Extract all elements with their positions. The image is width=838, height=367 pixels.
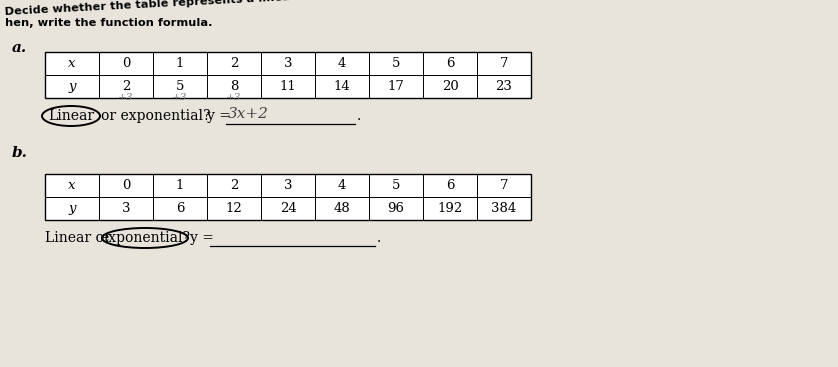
Text: 2: 2: [230, 179, 238, 192]
Text: 24: 24: [280, 202, 297, 215]
Text: 8: 8: [230, 80, 238, 93]
Text: y =: y =: [190, 231, 214, 245]
Text: 1: 1: [176, 57, 184, 70]
Text: .: .: [377, 231, 381, 245]
Text: .: .: [357, 109, 361, 123]
Text: y: y: [68, 202, 75, 215]
Text: 192: 192: [437, 202, 463, 215]
Text: 0: 0: [122, 179, 130, 192]
Text: 4: 4: [338, 179, 346, 192]
Text: y =: y =: [207, 109, 231, 123]
Text: a.: a.: [12, 41, 27, 55]
Text: 4: 4: [338, 57, 346, 70]
Text: 3x+2: 3x+2: [228, 107, 269, 121]
Text: Linear or: Linear or: [45, 231, 111, 245]
Text: 6: 6: [446, 57, 454, 70]
Text: 7: 7: [499, 57, 509, 70]
Text: 3: 3: [284, 179, 292, 192]
Text: 23: 23: [495, 80, 513, 93]
Text: 0: 0: [122, 57, 130, 70]
Bar: [45, 174, 531, 220]
Text: y: y: [68, 80, 75, 93]
Text: 12: 12: [225, 202, 242, 215]
Text: 48: 48: [334, 202, 350, 215]
Text: 96: 96: [387, 202, 405, 215]
Text: or exponential?: or exponential?: [101, 109, 210, 123]
Text: hen, write the function formula.: hen, write the function formula.: [5, 18, 213, 28]
Text: 6: 6: [176, 202, 184, 215]
Text: 7: 7: [499, 179, 509, 192]
Text: 17: 17: [387, 80, 405, 93]
Text: 11: 11: [280, 80, 297, 93]
Text: 1: 1: [176, 179, 184, 192]
Text: +3: +3: [118, 93, 134, 102]
Text: Decide whether the table represents a linear or exponential function. Circle eit: Decide whether the table represents a li…: [4, 0, 683, 17]
Text: 3: 3: [284, 57, 292, 70]
Text: 5: 5: [392, 179, 401, 192]
Text: 5: 5: [392, 57, 401, 70]
Text: 3: 3: [122, 202, 130, 215]
Text: +3: +3: [226, 93, 241, 102]
Text: exponential?: exponential?: [100, 231, 190, 245]
Text: 20: 20: [442, 80, 458, 93]
Text: Linear: Linear: [48, 109, 94, 123]
Text: x: x: [68, 57, 75, 70]
Text: +3: +3: [173, 93, 188, 102]
Text: 2: 2: [122, 80, 130, 93]
Text: 384: 384: [491, 202, 516, 215]
Text: 14: 14: [334, 80, 350, 93]
Text: 6: 6: [446, 179, 454, 192]
Text: 5: 5: [176, 80, 184, 93]
Text: x: x: [68, 179, 75, 192]
Text: 2: 2: [230, 57, 238, 70]
Bar: [45, 52, 531, 98]
Text: b.: b.: [12, 146, 28, 160]
